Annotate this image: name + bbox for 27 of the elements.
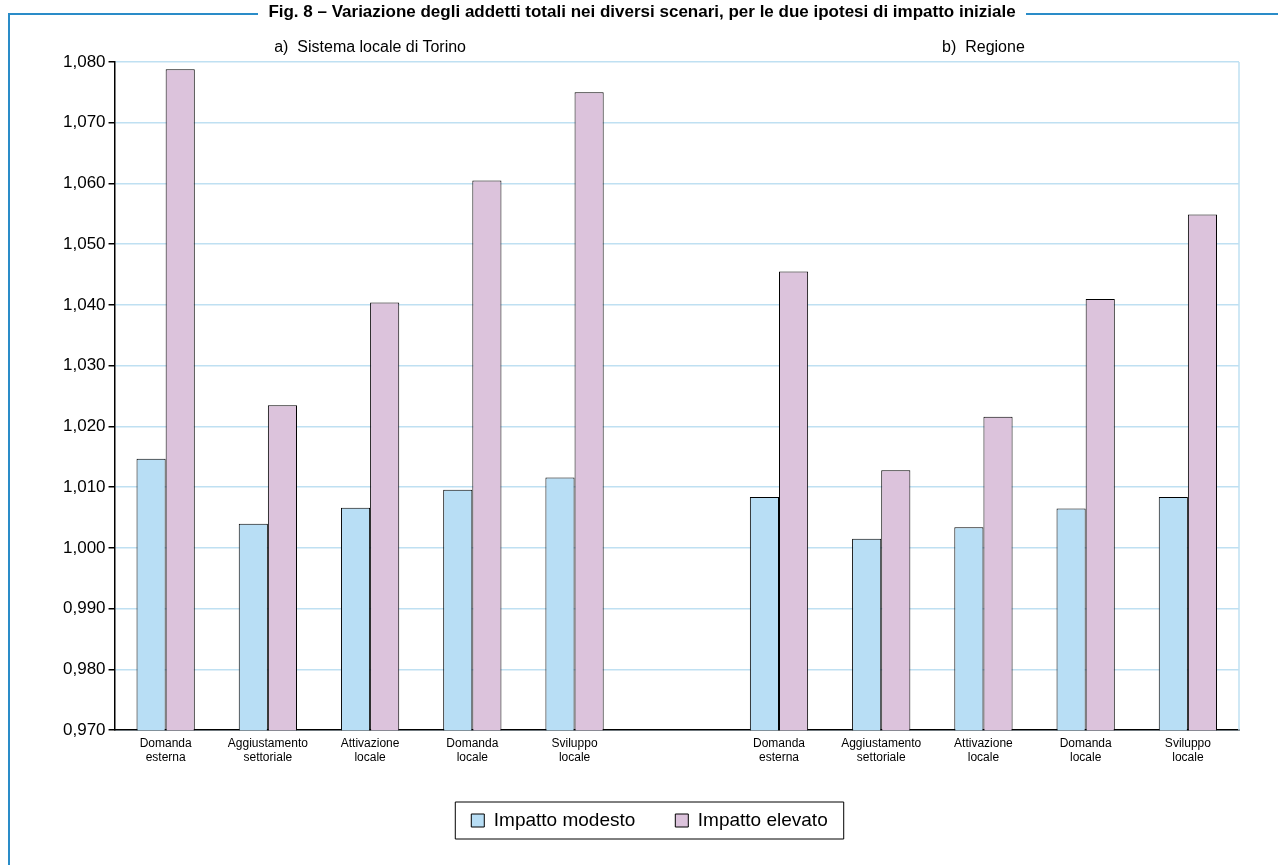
x-tick-label: Domanda locale <box>1059 735 1113 765</box>
y-tick-label: 1,070 <box>62 112 106 132</box>
y-tick-label: 1,000 <box>62 537 106 557</box>
x-tick-label: Sviluppo locale <box>1164 735 1212 765</box>
y-tick-label: 1,080 <box>62 51 106 71</box>
chart-title: Fig. 8 – Variazione degli addetti totali nei diversi scenari, per le due ipotesi di impatto iniziale <box>258 2 1026 21</box>
y-tick-label: 1,030 <box>62 355 106 375</box>
y-tick-label: 1,020 <box>62 416 106 436</box>
x-tick-label: Domanda esterna <box>752 735 806 765</box>
x-tick-label: Aggiustamento settoriale <box>841 735 922 765</box>
y-tick-label: 1,040 <box>62 294 106 314</box>
y-tick-label: 1,060 <box>62 173 106 193</box>
x-tick-label: Aggiustamento settoriale <box>227 735 309 765</box>
legend-label: Impatto modesto <box>493 808 636 830</box>
x-tick-label: Attivazione locale <box>340 735 400 765</box>
x-tick-label: Domanda locale <box>446 735 499 765</box>
x-tick-label: Domanda esterna <box>139 735 192 765</box>
y-tick-label: 1,010 <box>62 476 106 496</box>
legend-label: Impatto elevato <box>697 808 828 830</box>
y-tick-label: 0,990 <box>62 598 106 618</box>
y-tick-label: 0,980 <box>62 659 106 679</box>
text: a) Sistema locale di Torino <box>274 38 467 56</box>
y-tick-label: 0,970 <box>62 719 106 739</box>
y-tick-label: 1,050 <box>62 233 106 253</box>
x-tick-label: Attivazione locale <box>954 735 1014 765</box>
x-tick-label: Sviluppo locale <box>551 735 598 765</box>
text: b) Regione <box>942 38 1025 56</box>
